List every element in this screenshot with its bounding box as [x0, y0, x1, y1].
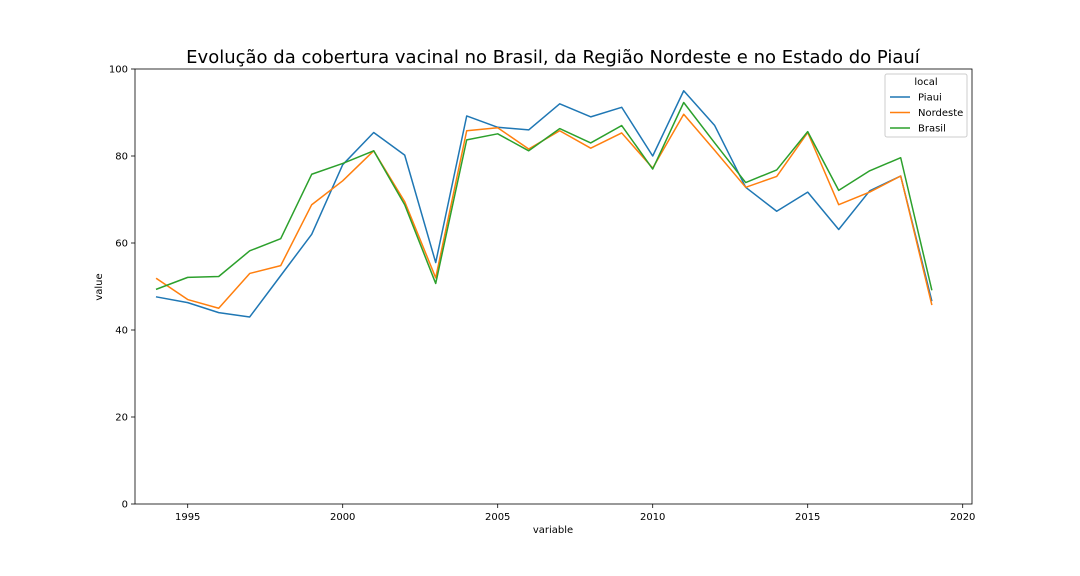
y-tick-label: 0 [122, 500, 128, 511]
series-line-piaui [155, 90, 933, 318]
y-tick-label: 80 [115, 152, 128, 163]
x-tick-label: 2010 [640, 512, 665, 523]
y-tick-label: 60 [115, 239, 128, 250]
x-tick-label: 2005 [485, 512, 510, 523]
series-line-brasil [155, 101, 933, 291]
legend-label: Nordeste [918, 108, 963, 119]
plot-area [135, 69, 972, 504]
x-axis-label: variable [533, 525, 573, 536]
chart-title: Evolução da cobertura vacinal no Brasil,… [186, 47, 921, 68]
x-tick-label: 2015 [795, 512, 820, 523]
y-tick-label: 100 [109, 65, 128, 76]
plot-background [135, 69, 972, 504]
x-tick-label: 1995 [175, 512, 200, 523]
x-tick-label: 2020 [950, 512, 975, 523]
legend-label: Brasil [918, 124, 946, 135]
axes: 1995 2000 2005 2010 2015 2020 0 20 40 60 80 100 [109, 65, 976, 524]
legend: local Piaui Nordeste Brasil [884, 73, 968, 138]
y-tick-label: 20 [115, 413, 128, 424]
series-layer [155, 90, 933, 318]
legend-box [884, 73, 968, 138]
axes-frame [134, 68, 973, 505]
y-tick-label: 40 [115, 326, 128, 337]
legend-label: Piaui [918, 93, 942, 104]
y-axis-label: value [94, 273, 105, 300]
x-tick-label: 2000 [330, 512, 355, 523]
legend-title: local [914, 77, 937, 88]
